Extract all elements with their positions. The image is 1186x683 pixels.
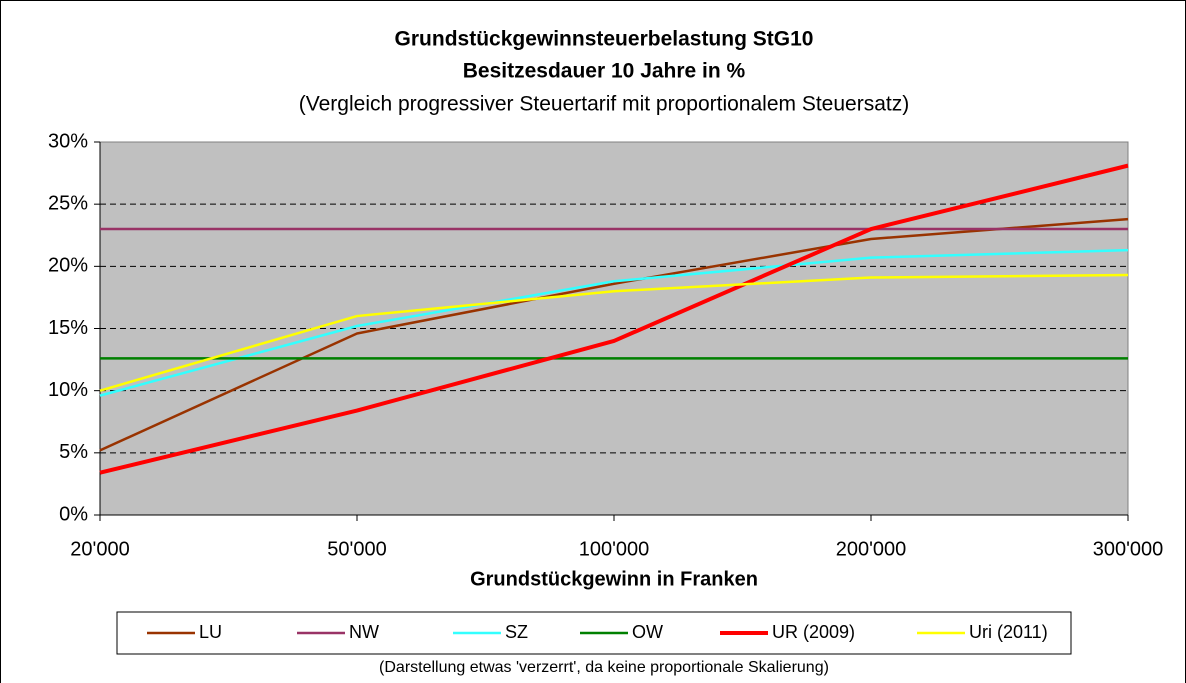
y-tick-label: 30% [48,130,88,152]
x-axis-label: Grundstückgewinn in Franken [470,568,758,590]
y-tick-label: 0% [59,503,88,525]
y-tick-label: 25% [48,192,88,214]
legend-label: UR (2009) [772,622,855,642]
legend-label: OW [632,622,663,642]
legend-label: LU [199,622,222,642]
y-tick-label: 20% [48,255,88,277]
y-tick-label: 5% [59,441,88,463]
series-line [99,163,1129,475]
series-line [99,217,1129,452]
chart-title: Besitzesdauer 10 Jahre in % [463,60,746,83]
x-tick-label: 20'000 [70,538,129,560]
series-line [99,248,1129,397]
x-tick-label: 300'000 [1093,538,1164,560]
x-tick-label: 50'000 [327,538,386,560]
y-tick-label: 15% [48,317,88,339]
y-tick-label: 10% [48,379,88,401]
x-tick-label: 200'000 [836,538,907,560]
note: (Darstellung etwas 'verzerrt', da keine … [379,659,829,676]
legend-label: SZ [505,622,528,642]
legend-label: NW [349,622,379,642]
chart-title: Grundstückgewinnsteuerbelastung StG10 [395,28,814,51]
legend-label: Uri (2011) [969,622,1048,642]
chart-subtitle: (Vergleich progressiver Steuertarif mit … [299,93,909,116]
x-tick-label: 100'000 [579,538,650,560]
series-line [99,273,1129,392]
